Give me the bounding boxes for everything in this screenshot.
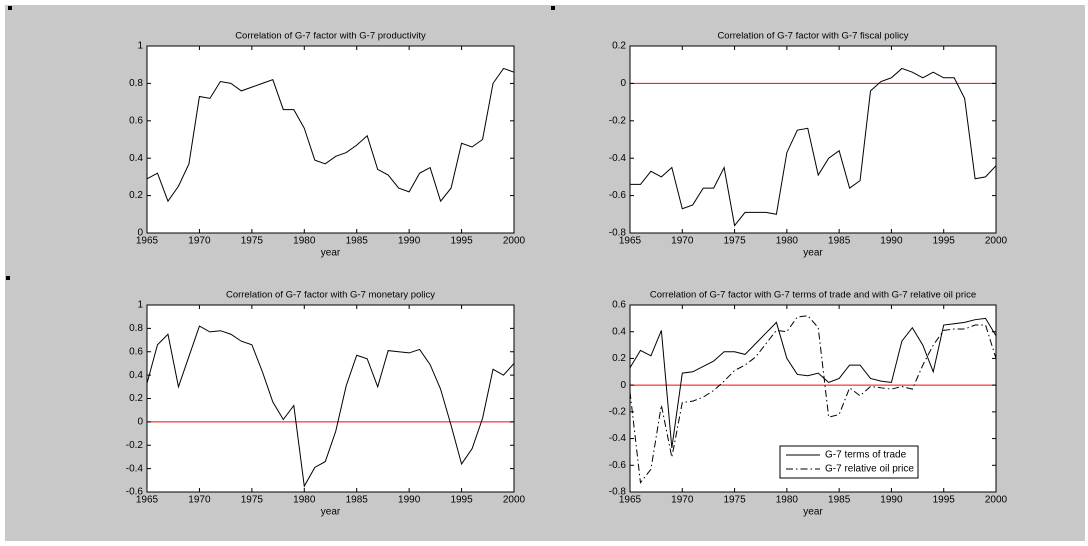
plot-area (147, 305, 514, 492)
data-line (629, 317, 997, 448)
legend-box (779, 445, 919, 479)
legend-label: G-7 relative oil price (825, 464, 914, 475)
marker (8, 6, 12, 10)
data-line (630, 67, 997, 227)
x-tick-label: 1975 (723, 495, 746, 506)
y-tick-label: -0.2 (126, 440, 144, 451)
y-tick-label: 0.2 (612, 353, 626, 364)
x-tick-label: 1990 (398, 236, 421, 247)
x-tick-label: 2000 (503, 495, 526, 506)
data-line (146, 67, 515, 203)
axes-box (146, 45, 515, 234)
x-tick-label: 1970 (188, 236, 211, 247)
y-tick-label: -0.4 (126, 463, 144, 474)
y-tick-label: 0.4 (612, 326, 626, 337)
x-tick-label: 1995 (933, 236, 956, 247)
y-tick-label: 0.6 (129, 115, 143, 126)
x-axis-label: year (803, 507, 823, 518)
x-tick-label: 1965 (619, 495, 642, 506)
x-tick-label: 2000 (985, 495, 1008, 506)
x-tick-label: 1970 (188, 495, 211, 506)
x-tick-label: 1970 (671, 495, 694, 506)
y-tick-label: -0.6 (609, 460, 627, 471)
x-tick-label: 1965 (136, 236, 159, 247)
y-tick-label: 0.6 (129, 346, 143, 357)
plot-area (147, 46, 514, 233)
y-tick-label: 0 (137, 417, 143, 428)
marker (6, 276, 10, 280)
x-tick-label: 1965 (619, 236, 642, 247)
y-tick-label: -0.4 (609, 153, 627, 164)
y-tick-label: -0.6 (609, 190, 627, 201)
chart-title: Correlation of G-7 factor with G-7 terms… (650, 290, 976, 301)
x-tick-label: 1995 (933, 495, 956, 506)
y-tick-label: -0.2 (609, 406, 627, 417)
y-tick-label: 0.2 (129, 190, 143, 201)
y-tick-label: 0.4 (129, 370, 143, 381)
y-tick-label: -0.8 (609, 487, 627, 498)
y-tick-label: 0.4 (129, 153, 143, 164)
x-tick-label: 1980 (776, 495, 799, 506)
x-tick-label: 1980 (293, 495, 316, 506)
y-tick-label: 0 (620, 78, 626, 89)
y-tick-label: -0.8 (609, 228, 627, 239)
x-tick-label: 1990 (398, 495, 421, 506)
x-tick-label: 1970 (671, 236, 694, 247)
chart-title: Correlation of G-7 factor with G-7 monet… (226, 290, 435, 301)
x-tick-label: 1995 (450, 495, 473, 506)
y-tick-label: 0.8 (129, 323, 143, 334)
x-tick-label: 1990 (880, 236, 903, 247)
x-tick-label: 1985 (346, 495, 369, 506)
x-tick-label: 1995 (450, 236, 473, 247)
y-tick-label: 0 (620, 380, 626, 391)
x-tick-label: 2000 (985, 236, 1008, 247)
x-axis-label: year (321, 507, 341, 518)
y-tick-label: 1 (137, 300, 143, 311)
y-tick-label: 0.6 (612, 300, 626, 311)
x-tick-label: 1985 (346, 236, 369, 247)
x-tick-label: 1980 (776, 236, 799, 247)
data-line (146, 325, 515, 488)
y-tick-label: 0.2 (612, 41, 626, 52)
x-axis-label: year (321, 248, 341, 259)
x-tick-label: 1975 (241, 236, 264, 247)
x-tick-label: 1975 (241, 495, 264, 506)
axes-box (629, 45, 997, 234)
chart-title: Correlation of G-7 factor with G-7 produ… (235, 31, 426, 42)
x-tick-label: 1980 (293, 236, 316, 247)
x-tick-label: 2000 (503, 236, 526, 247)
plot-area (630, 46, 996, 233)
y-tick-label: 1 (137, 41, 143, 52)
y-tick-label: -0.2 (609, 115, 627, 126)
y-tick-label: 0.2 (129, 393, 143, 404)
x-tick-label: 1985 (828, 495, 851, 506)
y-tick-label: -0.4 (609, 433, 627, 444)
y-tick-label: -0.6 (126, 487, 144, 498)
axes-box (629, 304, 997, 493)
chart-title: Correlation of G-7 factor with G-7 fisca… (717, 31, 908, 42)
data-line (629, 315, 997, 484)
x-tick-label: 1985 (828, 236, 851, 247)
x-tick-label: 1965 (136, 495, 159, 506)
y-tick-label: 0 (137, 228, 143, 239)
marker (551, 6, 555, 10)
x-tick-label: 1975 (723, 236, 746, 247)
x-tick-label: 1990 (880, 495, 903, 506)
y-tick-label: 0.8 (129, 78, 143, 89)
legend-label: G-7 terms of trade (825, 450, 907, 461)
x-axis-label: year (803, 248, 823, 259)
